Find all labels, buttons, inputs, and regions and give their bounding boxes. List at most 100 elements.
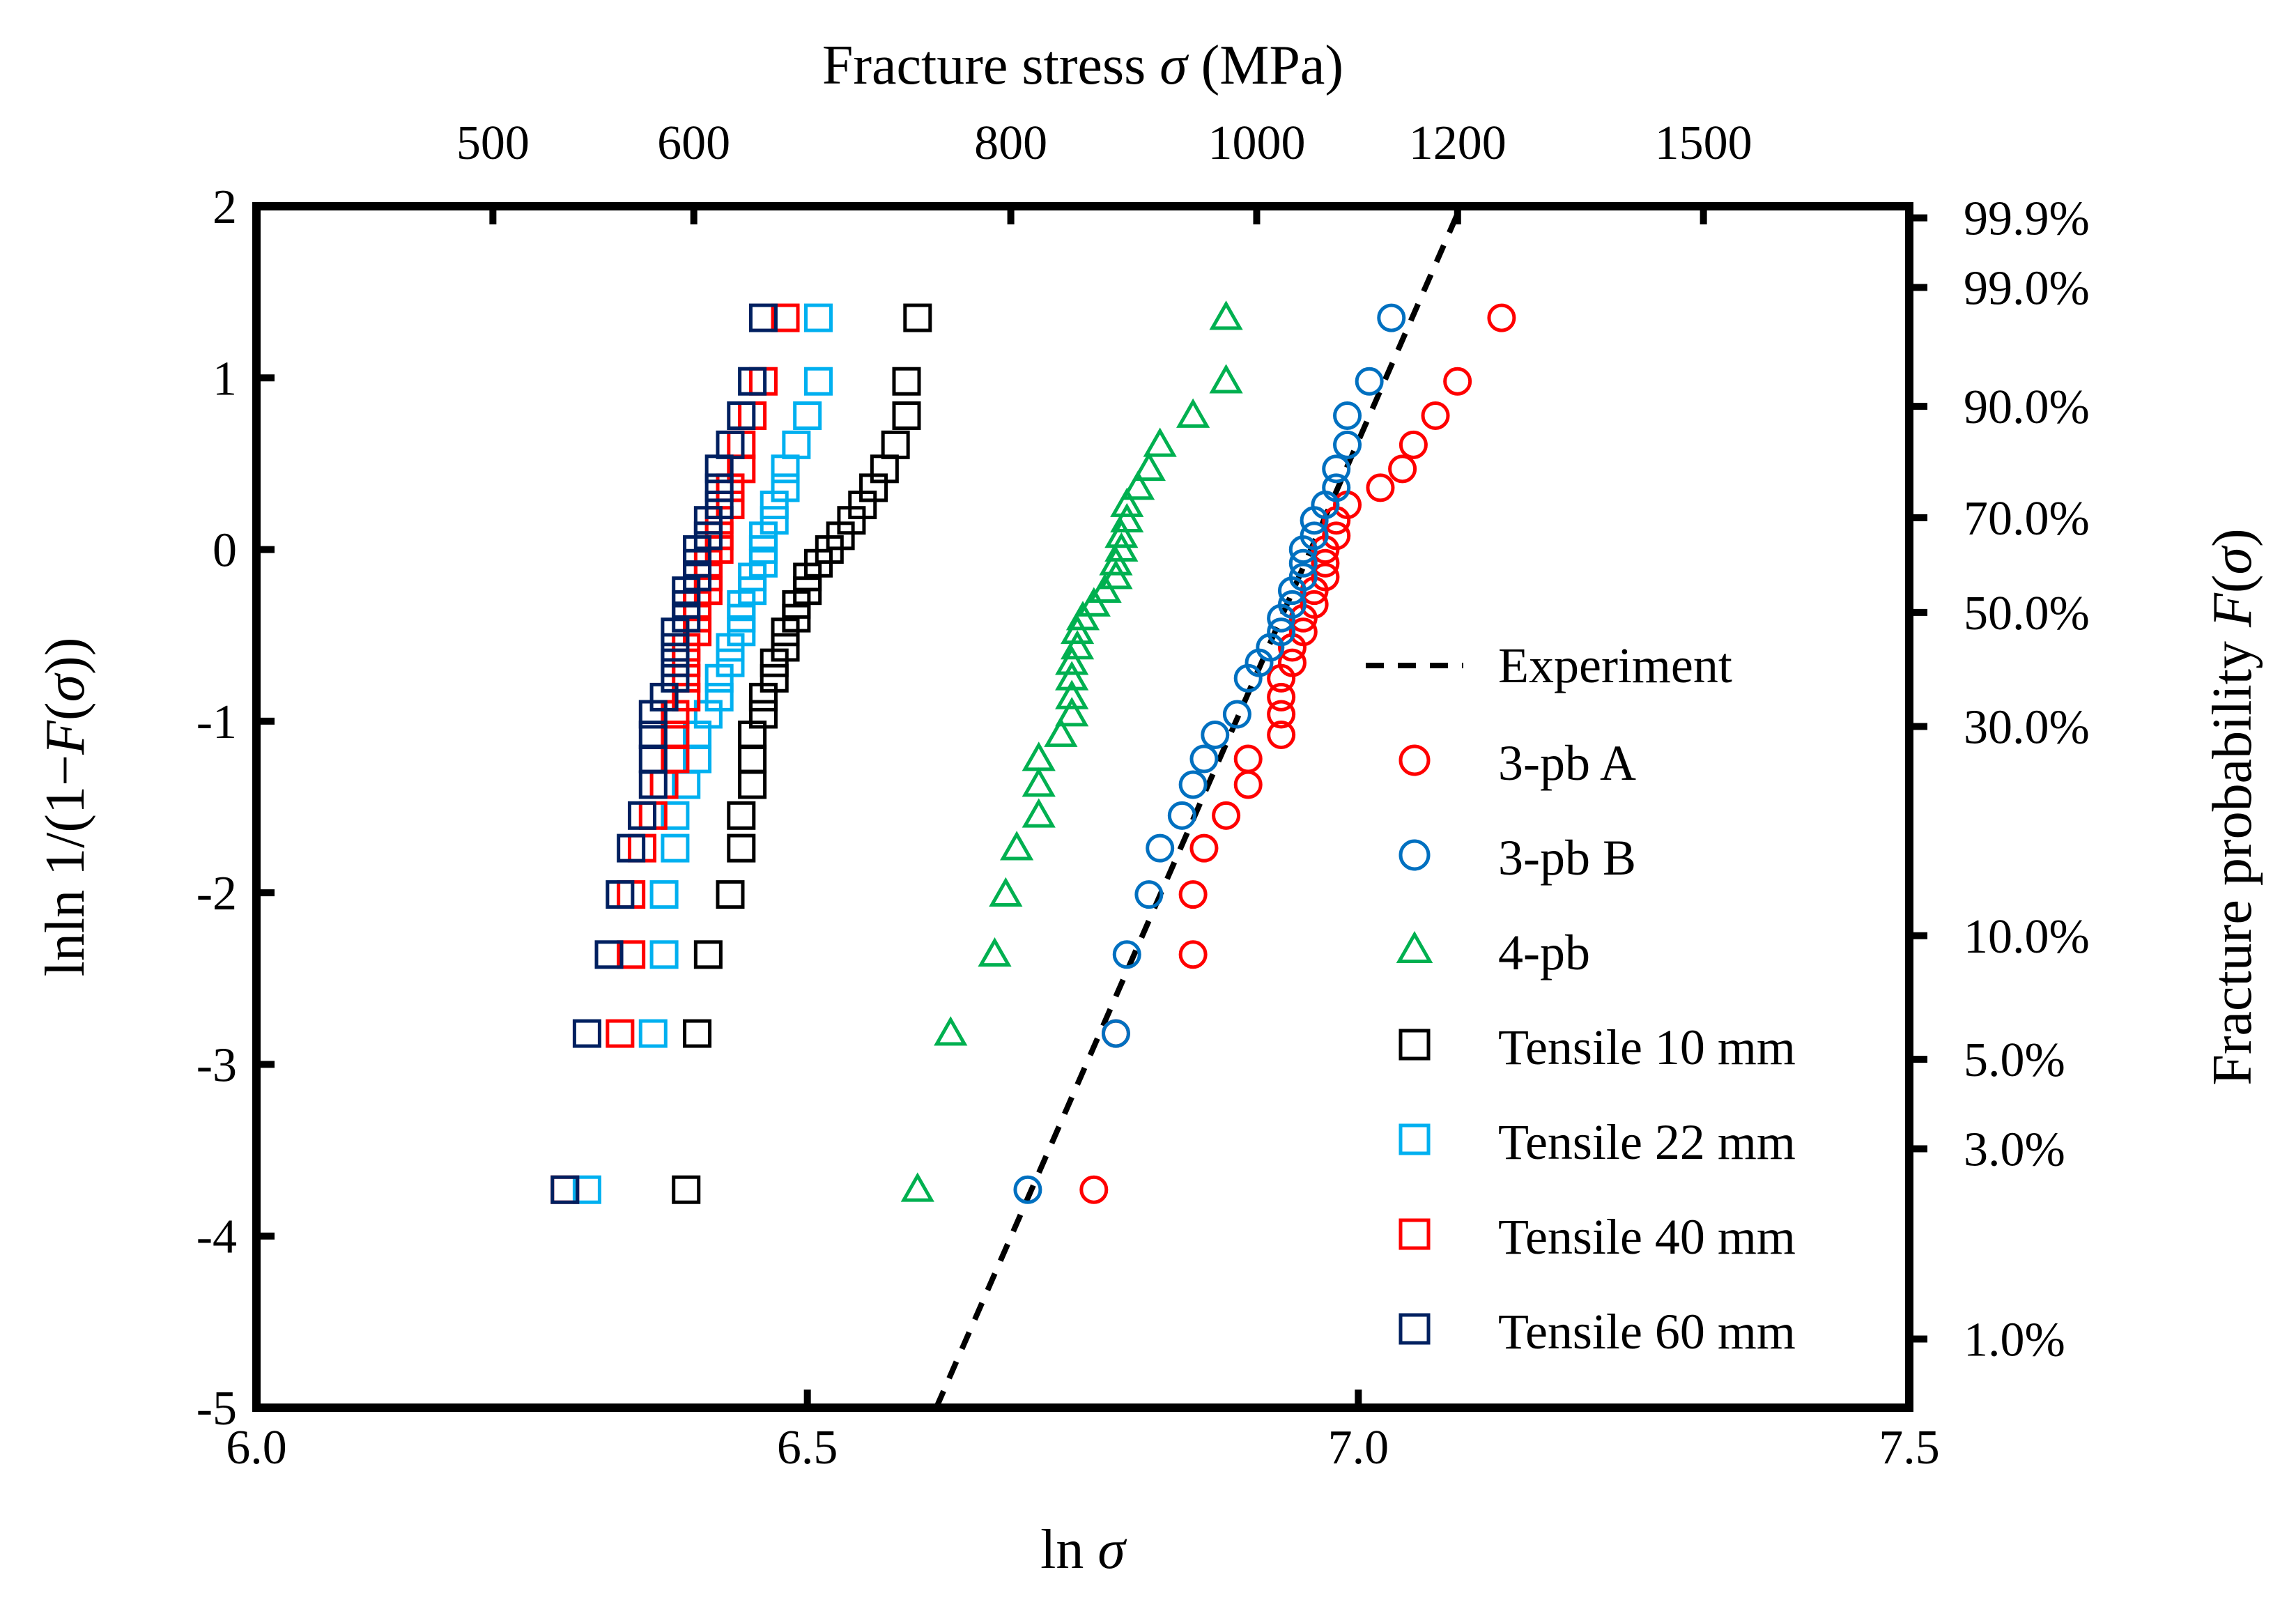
right-tick-label: 3.0% [1964, 1123, 2065, 1176]
point-3-pb-b [1201, 721, 1230, 750]
point-3-pb-a [1487, 303, 1516, 332]
point-3-pb-b [1267, 617, 1296, 647]
point-4-pb [1000, 831, 1034, 861]
point-4-pb [1143, 427, 1177, 457]
point-tensile-60-mm [727, 401, 756, 430]
plot-frame [252, 202, 1913, 1412]
legend: Experiment 3-pb A 3-pb B 4-pb Tensile 10 mm T… [1366, 638, 1796, 1360]
right-axis-title: Fracture probability F(σ) [2202, 528, 2263, 1085]
point-3-pb-b [1189, 744, 1219, 774]
point-4-pb [1104, 518, 1139, 548]
left-tick-label: 1 [213, 352, 237, 406]
point-tensile-22-mm [638, 1019, 668, 1048]
bottom-axis-ticks: 6.0 6.5 7.0 7.5 [226, 1390, 1940, 1475]
point-tensile-60-mm [704, 473, 734, 502]
point-3-pb-b [1112, 940, 1141, 969]
point-3-pb-b [1355, 367, 1384, 396]
point-3-pb-b [1322, 473, 1351, 502]
bottom-tick-label: 6.0 [226, 1421, 287, 1475]
point-4-pb [1209, 300, 1243, 330]
right-tick-label: 10.0% [1964, 910, 2090, 964]
point-tensile-60-mm [594, 940, 624, 969]
right-axis-ticks: 99.9% 99.0% 90.0% 70.0% 50.0% 30.0% 10.0% 5.0% 3… [1909, 192, 2090, 1367]
point-4-pb [1055, 697, 1089, 727]
legend-label-tensile-22-mm: Tensile 22 mm [1498, 1114, 1796, 1170]
point-tensile-60-mm [627, 801, 656, 830]
point-3-pb-a [1267, 721, 1296, 750]
legend-label-3-pb-a: 3-pb A [1498, 735, 1636, 791]
legend-swatch-tensile-60-mm [1399, 1313, 1431, 1345]
point-3-pb-a [1178, 880, 1208, 909]
point-tensile-10-mm [738, 744, 767, 774]
point-tensile-10-mm [716, 880, 745, 909]
point-3-pb-a [1322, 521, 1351, 551]
point-tensile-60-mm [704, 491, 734, 520]
point-3-pb-b [1134, 880, 1164, 909]
point-tensile-10-mm [771, 633, 800, 662]
point-tensile-22-mm [661, 833, 690, 863]
point-tensile-60-mm [661, 633, 690, 662]
bottom-tick-label: 6.5 [777, 1421, 838, 1475]
point-tensile-10-mm [738, 770, 767, 799]
point-tensile-10-mm [672, 1175, 701, 1204]
point-tensile-60-mm [716, 430, 745, 459]
point-tensile-10-mm [892, 367, 921, 396]
right-tick-label: 99.0% [1964, 261, 2090, 315]
x-axis-title: ln σ [1040, 1519, 1127, 1580]
point-tensile-40-mm [661, 721, 690, 750]
legend-swatch-tensile-40-mm [1399, 1218, 1431, 1250]
point-3-pb-b [1333, 430, 1362, 459]
point-3-pb-b [1146, 833, 1175, 863]
point-tensile-40-mm [771, 303, 800, 332]
top-tick-label: 500 [456, 116, 530, 170]
legend-swatch-tensile-22-mm [1399, 1123, 1431, 1155]
top-tick-label: 800 [974, 116, 1047, 170]
legend-label-4-pb: 4-pb [1498, 925, 1590, 980]
left-tick-label: -1 [197, 695, 237, 749]
point-3-pb-a [1300, 590, 1329, 619]
point-tensile-22-mm [704, 682, 734, 711]
left-axis-ticks: 2 1 0 -1 -2 -3 -4 -5 [197, 180, 275, 1436]
point-3-pb-a [1212, 801, 1241, 830]
point-tensile-60-mm [748, 303, 778, 332]
point-3-pb-a [1311, 562, 1340, 592]
legend-label-tensile-40-mm: Tensile 40 mm [1498, 1209, 1796, 1265]
point-4-pb [1209, 364, 1243, 394]
point-tensile-22-mm [572, 1175, 601, 1204]
legend-label-tensile-60-mm: Tensile 60 mm [1498, 1304, 1796, 1360]
point-3-pb-b [1300, 521, 1329, 551]
point-tensile-60-mm [638, 721, 668, 750]
point-3-pb-b [1013, 1175, 1042, 1204]
right-tick-label: 1.0% [1964, 1314, 2065, 1367]
point-3-pb-a [1366, 473, 1395, 502]
point-4-pb [1055, 645, 1089, 675]
point-tensile-60-mm [738, 367, 767, 396]
point-4-pb [978, 937, 1012, 967]
point-3-pb-b [1333, 401, 1362, 430]
point-3-pb-a [1079, 1175, 1109, 1204]
point-tensile-10-mm [727, 801, 756, 830]
point-4-pb [1176, 398, 1210, 428]
top-tick-label: 1200 [1409, 116, 1507, 170]
point-3-pb-a [1388, 454, 1417, 484]
axis-titles: ln σ Fracture stress σ (MPa) lnln 1/(1−F(σ… [35, 35, 2263, 1580]
point-4-pb [1060, 630, 1095, 660]
legend-swatch-3-pb-b [1399, 839, 1431, 871]
left-tick-label: -4 [197, 1210, 237, 1264]
point-3-pb-b [1277, 590, 1307, 619]
left-tick-label: 0 [213, 524, 237, 578]
point-tensile-22-mm [760, 506, 789, 535]
point-tensile-10-mm [683, 1019, 712, 1048]
point-tensile-22-mm [803, 367, 833, 396]
point-4-pb [1120, 470, 1155, 500]
point-tensile-60-mm [661, 663, 690, 693]
point-3-pb-a [1267, 682, 1296, 711]
point-tensile-22-mm [771, 454, 800, 484]
point-4-pb [1055, 661, 1089, 691]
point-tensile-10-mm [727, 833, 756, 863]
point-tensile-10-mm [748, 700, 778, 729]
top-axis-title: Fracture stress σ (MPa) [822, 35, 1343, 96]
point-3-pb-a [1178, 940, 1208, 969]
top-axis-ticks: 500 600 800 1000 1200 1500 [456, 116, 1752, 224]
